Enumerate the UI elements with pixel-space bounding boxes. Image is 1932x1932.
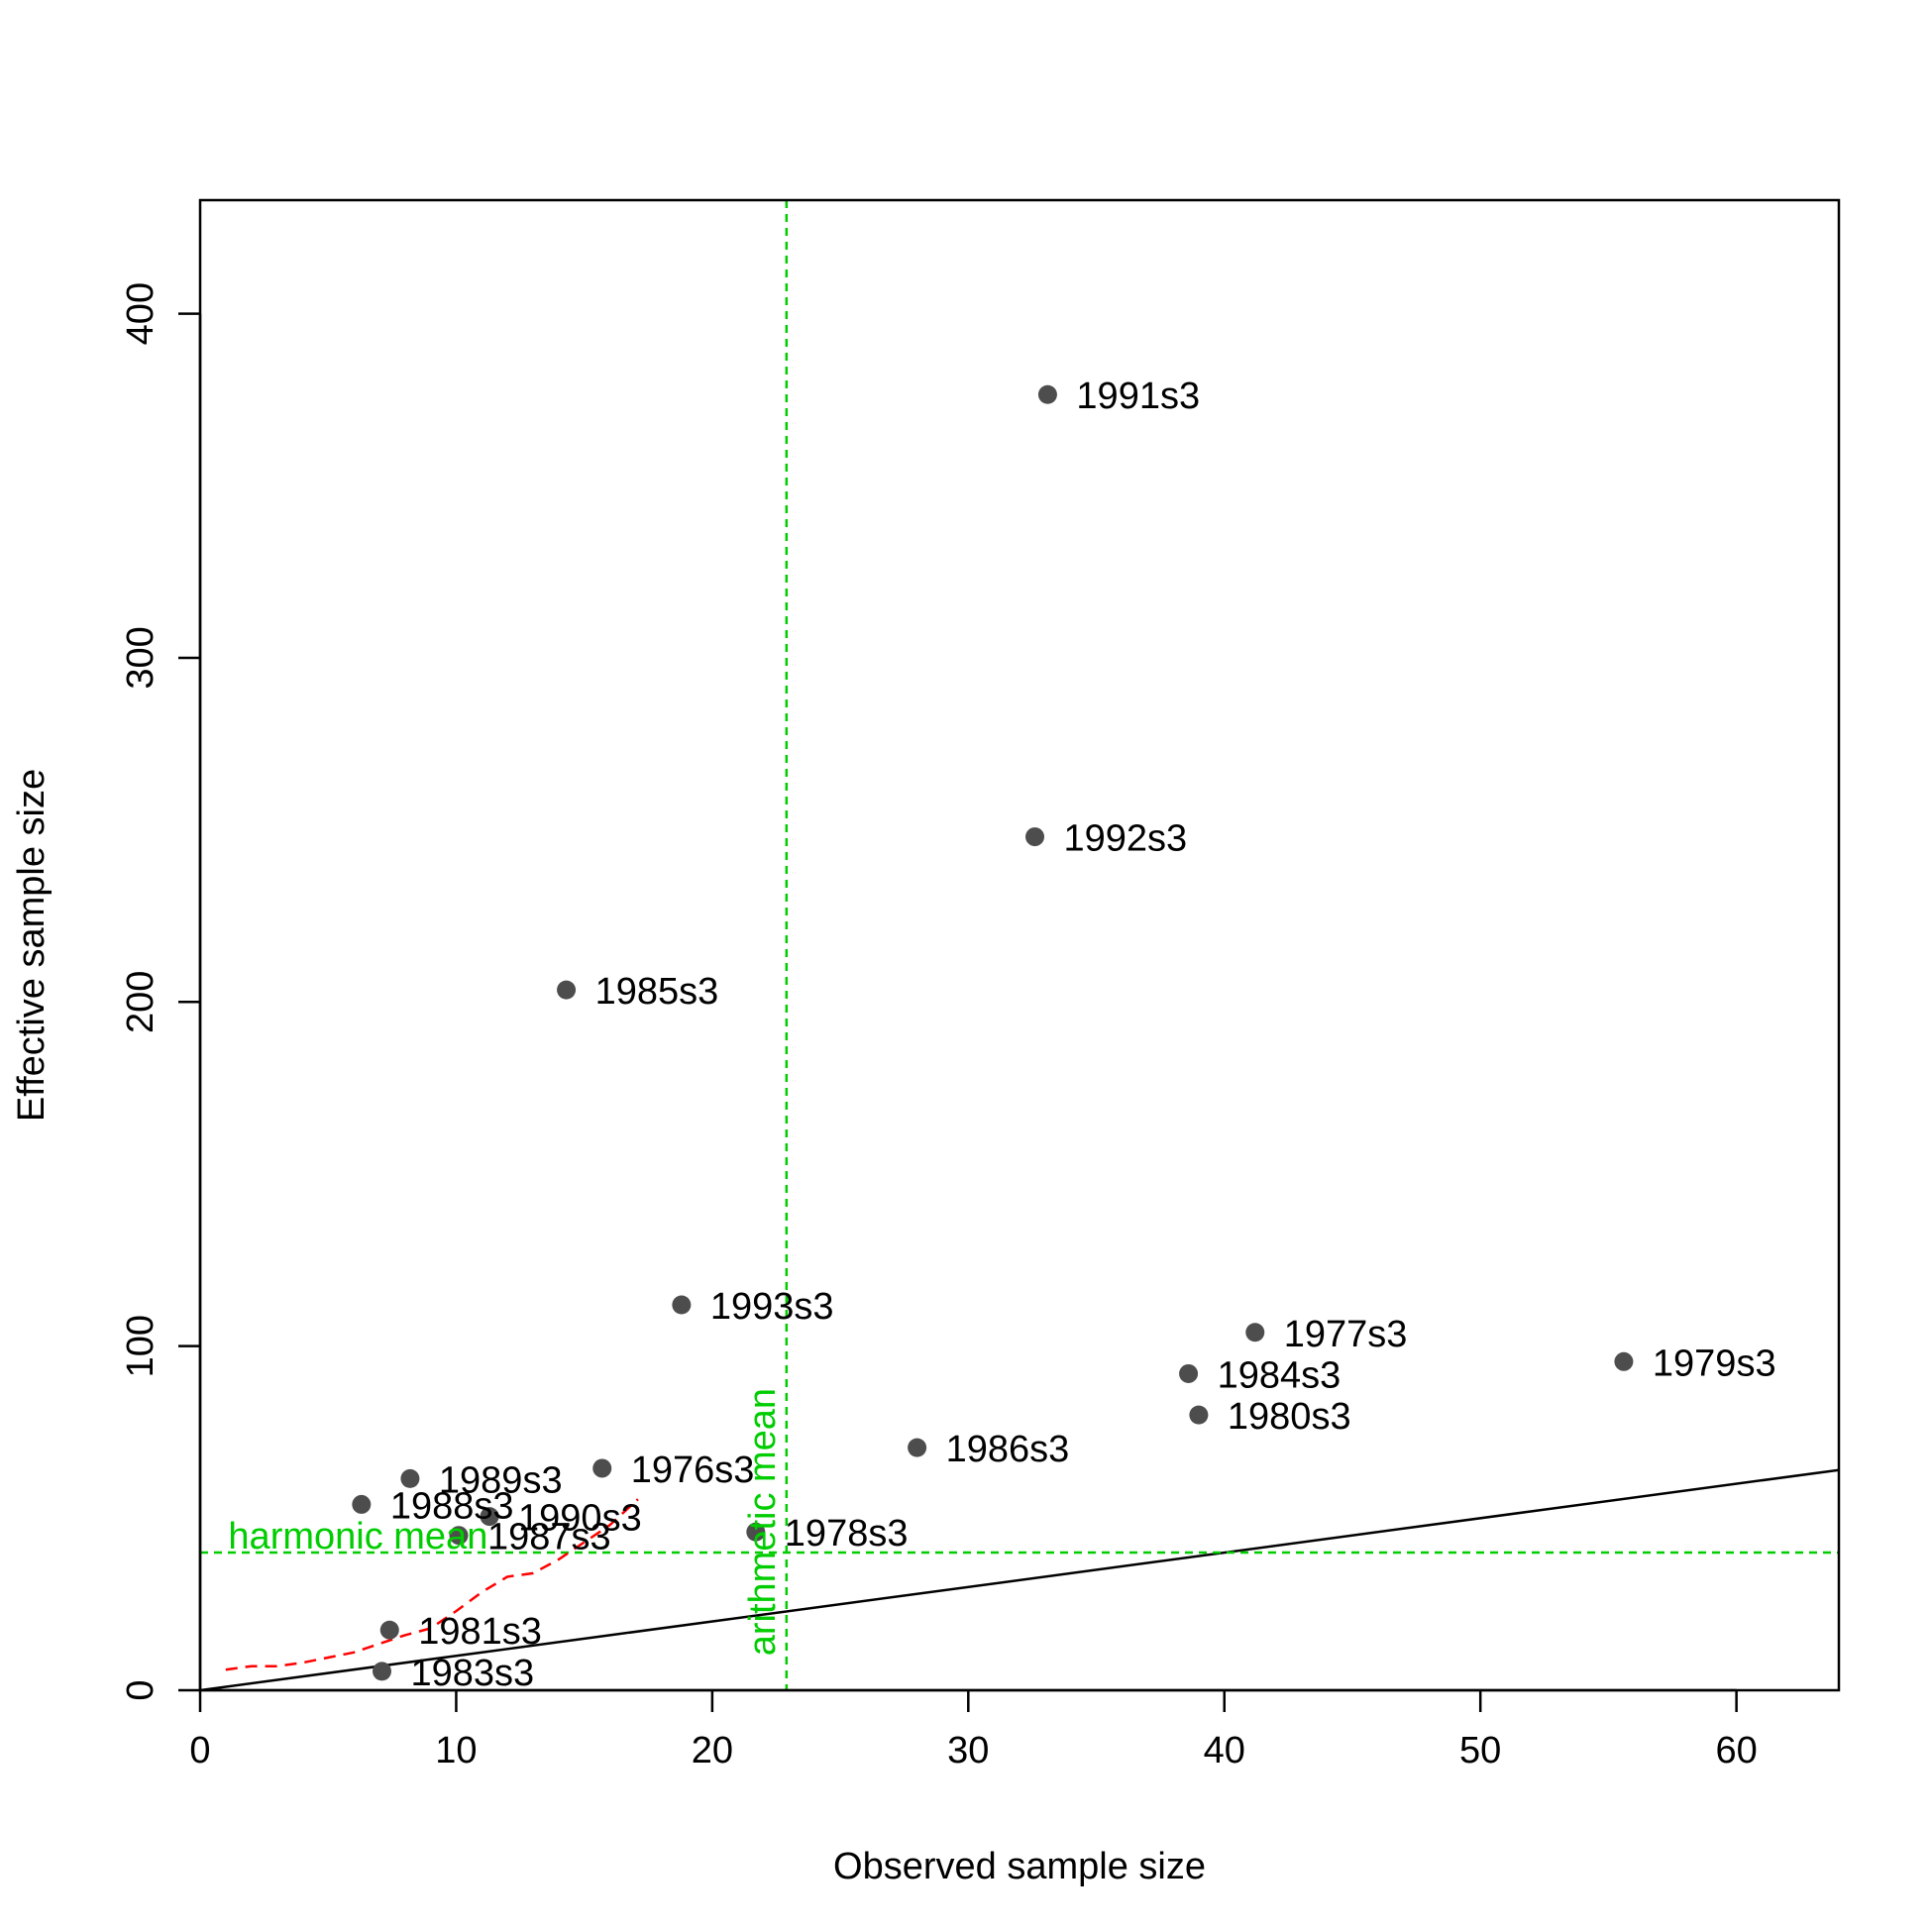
point-label: 1979s3 (1653, 1342, 1776, 1384)
point-label: 1977s3 (1284, 1314, 1408, 1355)
point-label: 1991s3 (1076, 376, 1200, 417)
data-point (1179, 1363, 1199, 1383)
point-label: 1992s3 (1064, 818, 1188, 860)
point-label: 1986s3 (946, 1429, 1070, 1470)
x-tick-label: 30 (947, 1730, 989, 1771)
data-point (1245, 1323, 1265, 1342)
point-label: 1985s3 (595, 971, 719, 1013)
point-label: 1981s3 (418, 1611, 542, 1653)
data-point (1025, 827, 1045, 847)
point-label: 1976s3 (631, 1449, 755, 1491)
point-label: 1980s3 (1228, 1396, 1351, 1438)
data-point (1037, 384, 1057, 404)
x-tick-label: 20 (692, 1730, 733, 1771)
y-tick-label: 100 (120, 1315, 161, 1377)
y-axis-title: Effective sample size (11, 769, 53, 1122)
data-point (746, 1522, 766, 1542)
harmonic-mean-label: harmonic mean (228, 1516, 487, 1557)
smoother-line (225, 1498, 639, 1671)
data-point (672, 1295, 692, 1315)
point-label: 1978s3 (785, 1513, 909, 1555)
point-label: 1988s3 (390, 1485, 514, 1527)
arithmetic-mean-label: arithmetic mean (742, 1388, 784, 1656)
data-point (908, 1438, 927, 1457)
y-tick-label: 200 (120, 971, 161, 1033)
point-label: 1990s3 (518, 1498, 642, 1540)
plot-layer (200, 200, 1839, 1690)
data-point (557, 980, 577, 1000)
x-tick-label: 40 (1204, 1730, 1245, 1771)
data-point (592, 1458, 612, 1478)
data-point (480, 1507, 499, 1527)
y-tick-label: 400 (120, 282, 161, 345)
point-label: 1993s3 (710, 1286, 834, 1328)
x-tick-label: 60 (1715, 1730, 1757, 1771)
x-tick-label: 0 (189, 1730, 210, 1771)
x-tick-label: 50 (1459, 1730, 1501, 1771)
x-axis-title: Observed sample size (833, 1846, 1206, 1887)
data-point (372, 1662, 391, 1681)
y-tick-label: 300 (120, 626, 161, 689)
data-point (352, 1494, 372, 1514)
x-tick-label: 10 (435, 1730, 477, 1771)
data-point (1614, 1351, 1634, 1371)
data-point (400, 1468, 420, 1488)
point-label: 1987s3 (487, 1517, 611, 1558)
data-point (449, 1526, 469, 1546)
axes-layer: 0 10 20 30 40 50 60 0 100 200 300 400 harmonic mean a… (120, 282, 1776, 1771)
one-to-one-line (200, 1468, 1839, 1690)
y-tick-label: 0 (120, 1679, 161, 1700)
point-label: 1983s3 (410, 1653, 534, 1694)
data-point (1189, 1405, 1209, 1425)
point-label: 1984s3 (1218, 1354, 1342, 1396)
point-label: 1989s3 (439, 1459, 563, 1501)
data-point (379, 1620, 399, 1640)
